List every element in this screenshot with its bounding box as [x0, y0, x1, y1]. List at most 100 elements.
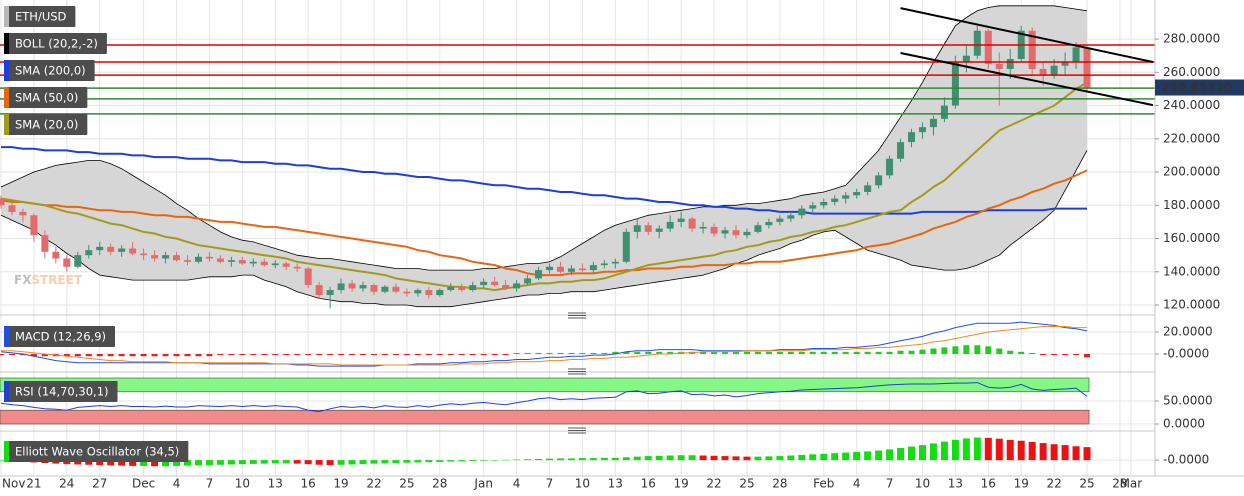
legend-item[interactable]: MACD (12,26,9) [4, 326, 115, 347]
legend-box[interactable] [4, 381, 118, 402]
macd-bar [656, 351, 663, 355]
ewo-bar [897, 447, 905, 461]
legend-box[interactable] [4, 87, 88, 108]
legend-item[interactable]: SMA (200,0) [4, 60, 95, 81]
legend-swatch[interactable] [4, 441, 9, 462]
ewo-bar [589, 458, 597, 461]
macd-bar [30, 354, 37, 357]
x-tick-label: 7 [206, 477, 214, 491]
y-tick-label: 20.0000 [1163, 325, 1213, 339]
candle-body [1050, 65, 1058, 76]
macd-bar [162, 354, 169, 357]
x-tick-label: 16 [301, 477, 316, 491]
macd-bar [974, 345, 981, 355]
ewo-bar [655, 455, 663, 461]
candle-body [864, 185, 872, 192]
ewo-bar [403, 460, 411, 463]
legend-swatch[interactable] [4, 33, 9, 54]
legend-item[interactable]: SMA (20,0) [4, 114, 88, 135]
ewo-bar [1006, 439, 1014, 461]
legend-box[interactable] [4, 441, 189, 462]
candle-body [973, 30, 981, 56]
candle-body [96, 246, 104, 251]
candle-body [535, 270, 543, 279]
legend-swatch[interactable] [4, 326, 9, 347]
candle-body [326, 290, 334, 296]
legend-label[interactable]: ETH/USD [15, 10, 67, 24]
ewo-bar [249, 460, 257, 464]
legend-item[interactable]: ETH/USD [4, 6, 76, 27]
macd-bar [381, 354, 388, 356]
ewo-bar [644, 456, 652, 461]
legend-box[interactable] [4, 6, 76, 27]
legend-box[interactable] [4, 326, 115, 347]
macd-bar [283, 354, 290, 356]
ewo-bar [721, 456, 729, 461]
macd-bar [414, 354, 421, 356]
legend-item[interactable]: RSI (14,70,30,1) [4, 381, 118, 402]
macd-bar [535, 352, 542, 355]
macd-bar [831, 351, 838, 355]
ewo-bar [194, 460, 202, 466]
y-tick-label: -0.0000 [1163, 347, 1209, 361]
macd-bar [820, 351, 827, 355]
legend-label[interactable]: MACD (12,26,9) [15, 330, 106, 344]
resize-grips[interactable] [568, 312, 586, 434]
candle-body [436, 290, 444, 296]
y-tick-label: 140.0000 [1163, 264, 1220, 278]
legend-label[interactable]: SMA (50,0) [15, 91, 78, 105]
macd-bar [294, 354, 301, 356]
x-tick-label: 19 [1014, 477, 1029, 491]
x-tick-label: 7 [546, 477, 554, 491]
candle-body [425, 290, 433, 296]
candle-body [1028, 30, 1036, 69]
sma-line [0, 81, 1088, 292]
x-tick-label: Mar [1120, 477, 1143, 491]
macd-bar [590, 352, 597, 355]
legend-label[interactable]: SMA (20,0) [15, 118, 78, 132]
macd-bar [261, 354, 268, 356]
macd-bar [41, 354, 48, 357]
macd-bar [305, 354, 312, 356]
ewo-bar [710, 455, 718, 461]
ewo-bar [929, 443, 937, 461]
candle-body [918, 127, 926, 133]
legend-swatch[interactable] [4, 60, 9, 81]
axis: Nov 21 24 27 Dec 4 7 10 13 16 19 22 25 28 Jan 4 7 10 13 16 1… [2, 32, 1244, 491]
legend-label[interactable]: BOLL (20,2,-2) [15, 37, 98, 51]
legend-box[interactable] [4, 60, 95, 81]
macd-bar [700, 351, 707, 355]
macd-bar [151, 354, 158, 357]
macd-bar [886, 351, 893, 355]
legend-swatch[interactable] [4, 114, 9, 135]
x-tick-label: 10 [915, 477, 930, 491]
macd-bar [1051, 354, 1058, 356]
candle-body [0, 198, 5, 206]
macd-bar [250, 354, 257, 356]
candle-body [908, 132, 916, 143]
ewo-bar [1017, 440, 1025, 461]
legend-label[interactable]: RSI (14,70,30,1) [15, 385, 109, 399]
legend-swatch[interactable] [4, 87, 9, 108]
macd-bar [634, 351, 641, 355]
legend-item[interactable]: Elliott Wave Oscillator (34,5) [4, 441, 189, 462]
legend-item[interactable]: BOLL (20,2,-2) [4, 33, 107, 54]
legend-label[interactable]: Elliott Wave Oscillator (34,5) [15, 445, 179, 459]
ewo-bar [491, 460, 499, 461]
legend-box[interactable] [4, 114, 88, 135]
ewo-bar [951, 439, 959, 461]
ewo-bar [754, 456, 762, 461]
legend-item[interactable]: SMA (50,0) [4, 87, 88, 108]
candle-body [842, 195, 850, 199]
legend-swatch[interactable] [4, 6, 9, 27]
ewo-bar [205, 460, 213, 466]
x-tick-label: 16 [981, 477, 996, 491]
ewo-bar [502, 459, 510, 461]
legend-box[interactable] [4, 33, 107, 54]
legend-swatch[interactable] [4, 381, 9, 402]
candle-body [1039, 68, 1047, 76]
legend-label[interactable]: SMA (200,0) [15, 64, 86, 78]
ewo-bar [414, 460, 422, 463]
macd-bar [316, 354, 323, 356]
